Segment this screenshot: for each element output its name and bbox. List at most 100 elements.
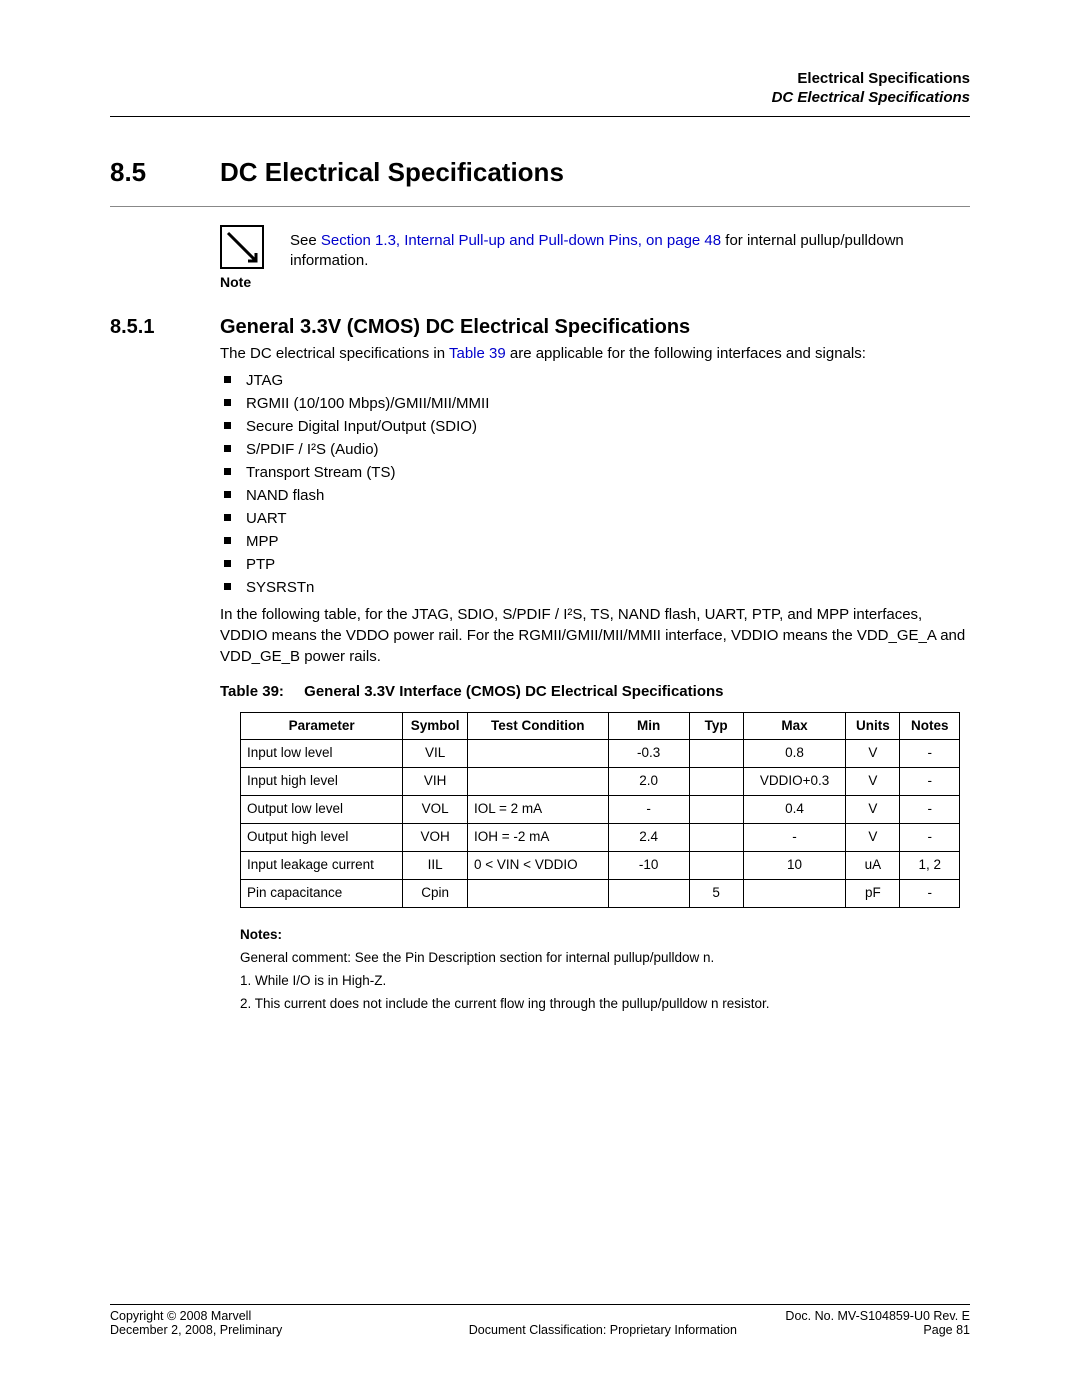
list-item: Secure Digital Input/Output (SDIO) bbox=[220, 416, 970, 437]
table-cell: uA bbox=[846, 851, 900, 879]
table-header-cell: Units bbox=[846, 712, 900, 740]
table-cell bbox=[608, 879, 689, 907]
body: The DC electrical specifications in Tabl… bbox=[220, 343, 970, 1016]
footer-copyright: Copyright © 2008 Marvell bbox=[110, 1309, 251, 1323]
notes-line: 1. While I/O is in High-Z. bbox=[240, 970, 970, 993]
table-cell: 0 < VIN < VDDIO bbox=[468, 851, 609, 879]
page-footer: Copyright © 2008 Marvell Doc. No. MV-S10… bbox=[110, 1304, 970, 1337]
table-header-cell: Max bbox=[743, 712, 846, 740]
note-icon bbox=[220, 225, 264, 269]
note-link[interactable]: Section 1.3, Internal Pull-up and Pull-d… bbox=[321, 232, 721, 249]
table-cell bbox=[468, 879, 609, 907]
table-cell: - bbox=[900, 824, 960, 852]
intro-link[interactable]: Table 39 bbox=[449, 345, 506, 362]
table-caption: Table 39: General 3.3V Interface (CMOS) … bbox=[220, 681, 970, 702]
table-header-cell: Symbol bbox=[403, 712, 468, 740]
table-cell: V bbox=[846, 796, 900, 824]
spec-table: ParameterSymbolTest ConditionMinTypMaxUn… bbox=[240, 712, 960, 908]
list-item: RGMII (10/100 Mbps)/GMII/MII/MMII bbox=[220, 393, 970, 414]
table-cell: 0.8 bbox=[743, 740, 846, 768]
table-cell: 1, 2 bbox=[900, 851, 960, 879]
list-item: SYSRSTn bbox=[220, 577, 970, 598]
intro-post: are applicable for the following interfa… bbox=[506, 345, 866, 362]
table-cell: Pin capacitance bbox=[241, 879, 403, 907]
table-row: Input high levelVIH2.0VDDIO+0.3V- bbox=[241, 768, 960, 796]
list-item: S/PDIF / I²S (Audio) bbox=[220, 439, 970, 460]
table-cell: IOL = 2 mA bbox=[468, 796, 609, 824]
table-cell: 0.4 bbox=[743, 796, 846, 824]
list-item: JTAG bbox=[220, 370, 970, 391]
subsection-title: General 3.3V (CMOS) DC Electrical Specif… bbox=[220, 316, 690, 339]
table-cell bbox=[689, 851, 743, 879]
intro-pre: The DC electrical specifications in bbox=[220, 345, 449, 362]
footer-date: December 2, 2008, Preliminary bbox=[110, 1323, 282, 1337]
table-cell bbox=[468, 740, 609, 768]
table-row: Input leakage currentIIL0 < VIN < VDDIO-… bbox=[241, 851, 960, 879]
note-block: Note See Section 1.3, Internal Pull-up a… bbox=[220, 225, 970, 290]
table-cell: VDDIO+0.3 bbox=[743, 768, 846, 796]
intro-line: The DC electrical specifications in Tabl… bbox=[220, 343, 970, 364]
list-item: NAND flash bbox=[220, 485, 970, 506]
section-heading: 8.5 DC Electrical Specifications bbox=[110, 157, 970, 188]
table-cell bbox=[743, 879, 846, 907]
table-cell: V bbox=[846, 740, 900, 768]
section-title: DC Electrical Specifications bbox=[220, 157, 564, 188]
table-cell: - bbox=[900, 796, 960, 824]
table-cell: pF bbox=[846, 879, 900, 907]
table-cell: - bbox=[608, 796, 689, 824]
table-cell: - bbox=[900, 740, 960, 768]
table-row: Output low levelVOLIOL = 2 mA-0.4V- bbox=[241, 796, 960, 824]
table-cell: 2.0 bbox=[608, 768, 689, 796]
footer-docno: Doc. No. MV-S104859-U0 Rev. E bbox=[785, 1309, 970, 1323]
table-cell: IIL bbox=[403, 851, 468, 879]
table-row: Pin capacitanceCpin5pF- bbox=[241, 879, 960, 907]
header-rule bbox=[110, 116, 970, 117]
table-cell: Input high level bbox=[241, 768, 403, 796]
note-label: Note bbox=[220, 274, 290, 290]
table-header-cell: Parameter bbox=[241, 712, 403, 740]
interface-list: JTAGRGMII (10/100 Mbps)/GMII/MII/MMIISec… bbox=[220, 370, 970, 598]
table-caption-label: Table 39: bbox=[220, 681, 300, 702]
table-row: Output high levelVOHIOH = -2 mA2.4-V- bbox=[241, 824, 960, 852]
notes-line: 2. This current does not include the cur… bbox=[240, 993, 970, 1016]
table-cell: Output high level bbox=[241, 824, 403, 852]
note-text: See Section 1.3, Internal Pull-up and Pu… bbox=[290, 225, 970, 290]
table-cell: 5 bbox=[689, 879, 743, 907]
header-line1: Electrical Specifications bbox=[110, 70, 970, 89]
table-notes: Notes: General comment: See the Pin Desc… bbox=[240, 924, 970, 1016]
footer-rule bbox=[110, 1304, 970, 1305]
header-line2: DC Electrical Specifications bbox=[110, 89, 970, 108]
table-cell: VOL bbox=[403, 796, 468, 824]
footer-page: Page 81 bbox=[923, 1323, 970, 1337]
table-cell: V bbox=[846, 824, 900, 852]
table-cell bbox=[689, 796, 743, 824]
notes-line: General comment: See the Pin Description… bbox=[240, 947, 970, 970]
table-cell bbox=[468, 768, 609, 796]
table-cell: 2.4 bbox=[608, 824, 689, 852]
list-item: Transport Stream (TS) bbox=[220, 462, 970, 483]
table-cell: - bbox=[743, 824, 846, 852]
table-header-row: ParameterSymbolTest ConditionMinTypMaxUn… bbox=[241, 712, 960, 740]
table-cell: - bbox=[900, 768, 960, 796]
table-cell: Input low level bbox=[241, 740, 403, 768]
list-item: UART bbox=[220, 508, 970, 529]
table-cell: Input leakage current bbox=[241, 851, 403, 879]
table-header-cell: Min bbox=[608, 712, 689, 740]
table-cell: -10 bbox=[608, 851, 689, 879]
table-caption-title: General 3.3V Interface (CMOS) DC Electri… bbox=[304, 683, 723, 700]
table-cell: IOH = -2 mA bbox=[468, 824, 609, 852]
table-header-cell: Typ bbox=[689, 712, 743, 740]
table-row: Input low levelVIL-0.30.8V- bbox=[241, 740, 960, 768]
table-cell: 10 bbox=[743, 851, 846, 879]
table-cell: Cpin bbox=[403, 879, 468, 907]
footer-classification: Document Classification: Proprietary Inf… bbox=[469, 1323, 737, 1337]
table-cell bbox=[689, 768, 743, 796]
notes-heading: Notes: bbox=[240, 924, 970, 947]
table-cell: Output low level bbox=[241, 796, 403, 824]
section-rule bbox=[110, 206, 970, 207]
note-pre: See bbox=[290, 232, 321, 249]
table-cell: -0.3 bbox=[608, 740, 689, 768]
table-cell bbox=[689, 824, 743, 852]
table-header-cell: Notes bbox=[900, 712, 960, 740]
paragraph-2: In the following table, for the JTAG, SD… bbox=[220, 604, 970, 667]
